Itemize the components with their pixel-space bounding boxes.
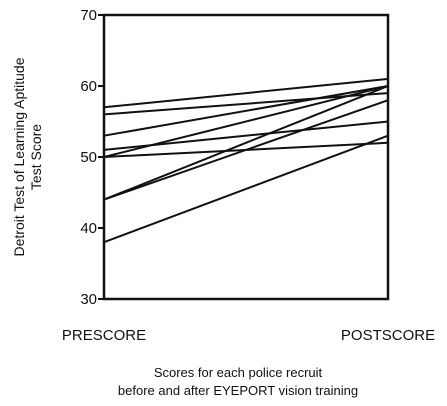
series-line-7 (103, 85, 389, 201)
series-line-9 (103, 134, 389, 244)
y-tick-label-50: 50 (80, 149, 97, 166)
series-line-1 (103, 77, 389, 109)
y-axis-label-line-1: Detroit Test of Learning Aptitude (11, 57, 27, 256)
y-tick-label-30: 30 (80, 291, 97, 308)
y-axis-ticks: 30 40 50 60 70 (80, 7, 104, 308)
x-axis-label-line-2: before and after EYEPORT vision training (118, 383, 358, 398)
x-tick-label-postscore: POSTSCORE (341, 327, 435, 344)
series-line-2 (103, 92, 389, 116)
y-axis-label-line-2: Test Score (28, 124, 44, 190)
series-line-3 (103, 85, 389, 137)
series-line-8 (103, 99, 389, 201)
x-axis-label-line-1: Scores for each police recruit (154, 365, 323, 380)
series-line-6 (103, 85, 389, 158)
y-tick-label-70: 70 (80, 7, 97, 24)
series-lines (103, 77, 389, 244)
x-tick-label-prescore: PRESCORE (62, 327, 146, 344)
y-tick-label-60: 60 (80, 78, 97, 95)
plot-frame (102, 13, 390, 301)
y-axis-label: Detroit Test of Learning Aptitude Test S… (11, 57, 44, 256)
y-tick-label-40: 40 (80, 220, 97, 237)
